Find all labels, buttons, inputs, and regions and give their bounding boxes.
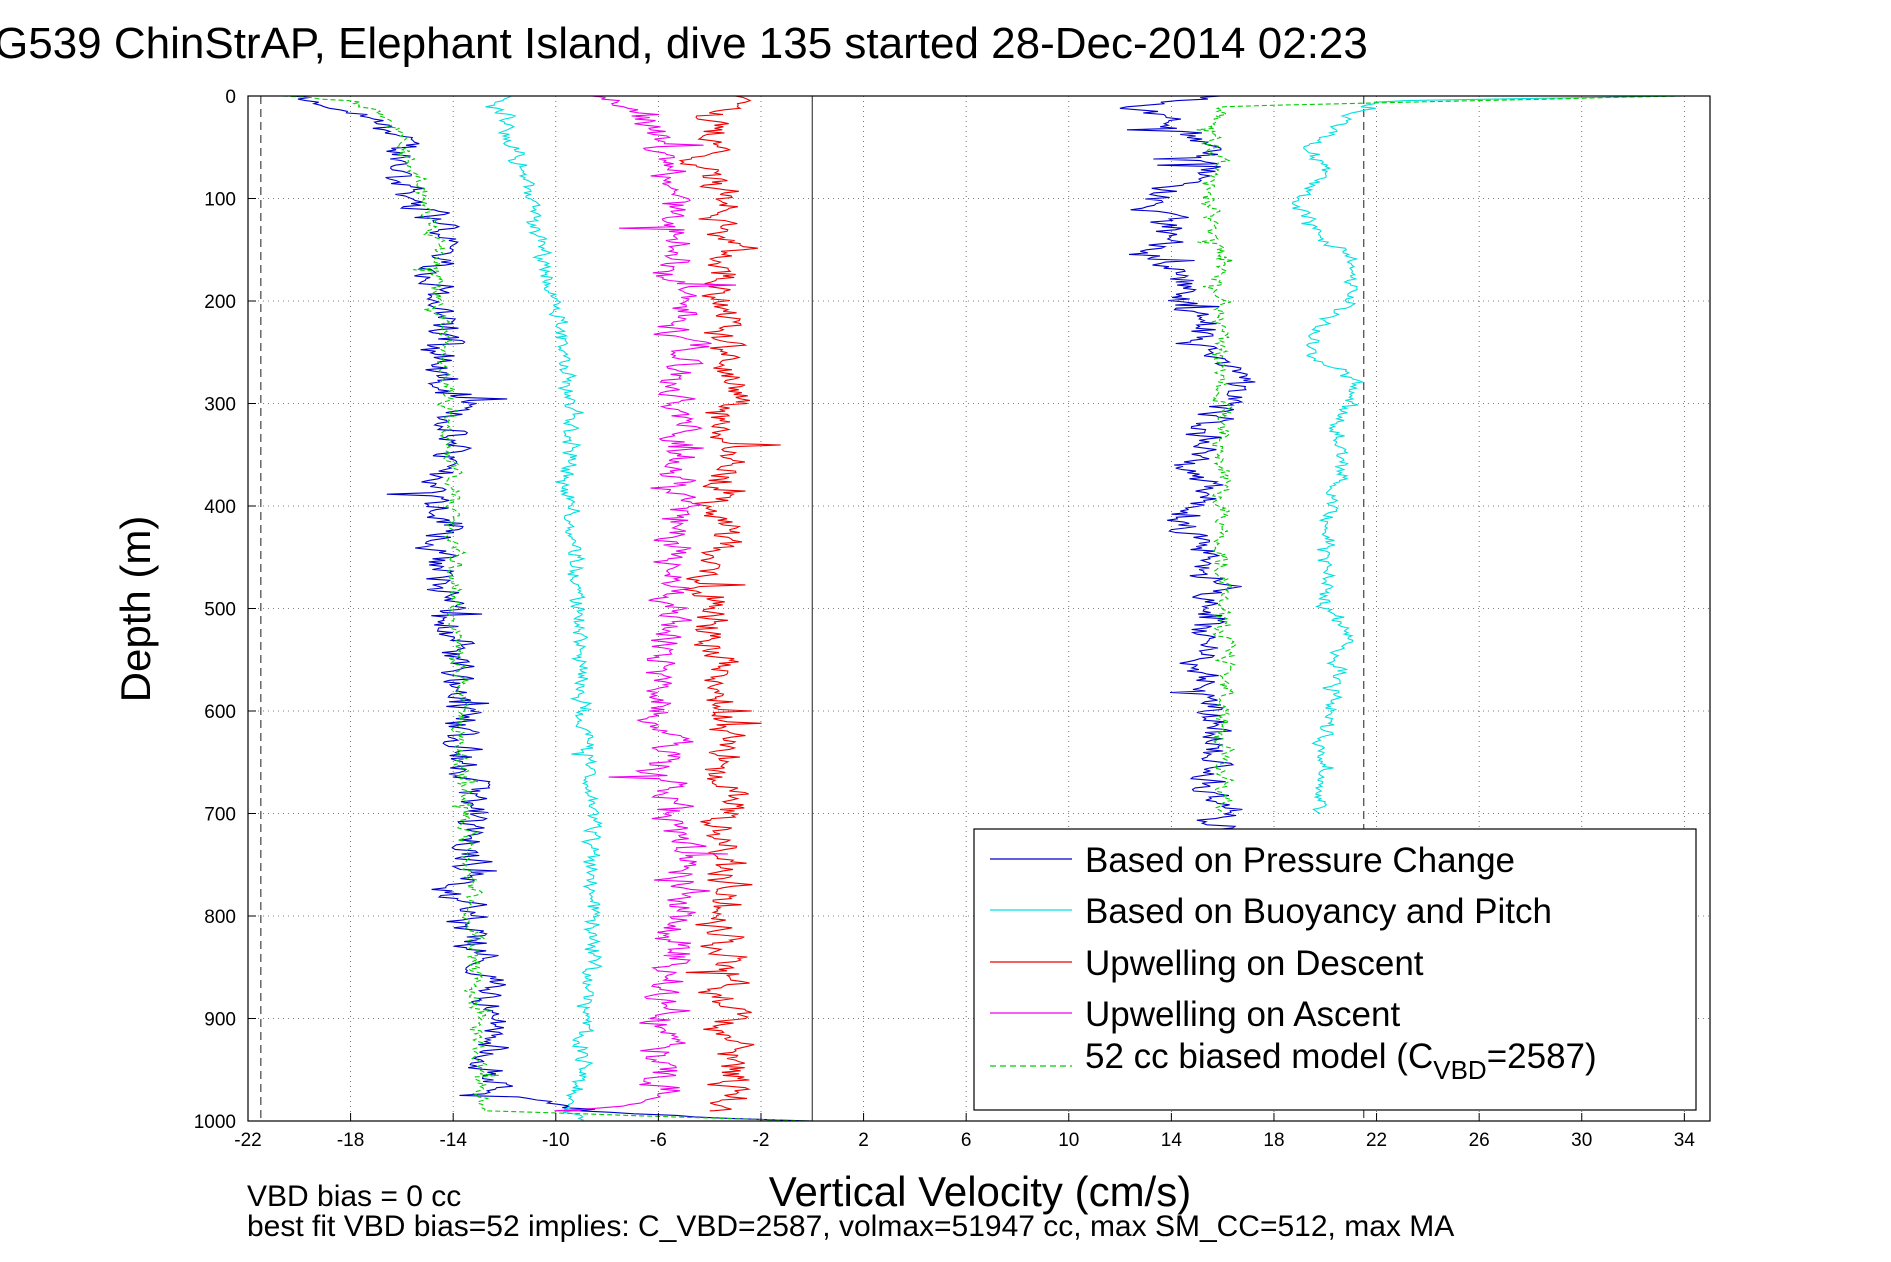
x-tick-label: -10 [542,1130,569,1151]
legend-label-descent: Upwelling on Descent [1085,944,1424,983]
series-2 [678,96,781,1112]
y-tick-label: 400 [204,497,236,518]
plot-frame [247,95,1711,1122]
chart-title: G539 ChinStrAP, Elephant Island, dive 13… [0,19,1368,68]
y-tick-label: 100 [204,190,236,211]
series-line [554,96,737,1112]
y-tick-label: 200 [204,292,236,313]
y-tick-label: 700 [204,805,236,826]
x-tick-label: 22 [1366,1130,1387,1151]
series-0 [292,96,1256,1121]
series-line [1291,96,1682,814]
y-axis-label: Depth (m) [112,516,159,703]
legend-label-pressure: Based on Pressure Change [1085,841,1515,880]
y-tick-label: 500 [204,600,236,621]
series-line [292,96,813,1121]
y-tick-label: 800 [204,907,236,928]
y-tick-label: 600 [204,702,236,723]
x-tick-label: 34 [1674,1130,1696,1151]
x-tick-label: -14 [439,1130,467,1151]
x-tick-label: 6 [961,1130,972,1151]
y-tick-label: 1000 [194,1112,236,1133]
reference-lines [260,96,1365,1121]
legend-label-buoyancy: Based on Buoyancy and Pitch [1085,892,1552,931]
x-tick-label: 18 [1263,1130,1284,1151]
series-group [282,96,1683,1121]
series-1 [485,96,1682,1121]
x-tick-label: 30 [1571,1130,1592,1151]
ticks: -22 -18 -14 -10 -6 -2 2 6 10 14 18 22 26 30 3401002003… [194,87,1696,1151]
x-tick-label: 2 [858,1130,869,1151]
legend-label-ascent: Upwelling on Ascent [1085,995,1400,1034]
x-tick-label: -18 [337,1130,364,1151]
y-tick-label: 300 [204,395,236,416]
series-line [282,96,813,1121]
y-tick-label: 0 [225,87,236,108]
footnote-line-1: VBD bias = 0 cc [247,1180,461,1213]
series-line [1196,96,1683,814]
x-tick-label: -2 [753,1130,770,1151]
x-tick-label: -6 [650,1130,667,1151]
series-line [485,96,603,1121]
legend-label-model: 52 cc biased model (CVBD=2587) [1085,1037,1597,1085]
x-tick-label: 10 [1058,1130,1079,1151]
y-tick-label: 900 [204,1010,236,1031]
x-axis-label: Vertical Velocity (cm/s) [769,1168,1191,1215]
legend-box [973,828,1697,1111]
legend: Based on Pressure Change Based on Buoyan… [973,828,1697,1111]
x-tick-label: 26 [1469,1130,1490,1151]
footnote-line-2: best fit VBD bias=52 implies: C_VBD=2587… [247,1210,1454,1243]
x-tick-label: -22 [234,1130,261,1151]
series-line [1119,96,1256,830]
series-line [678,96,781,1112]
series-3 [554,96,737,1112]
x-tick-label: 14 [1161,1130,1183,1151]
series-4 [282,96,1683,1121]
